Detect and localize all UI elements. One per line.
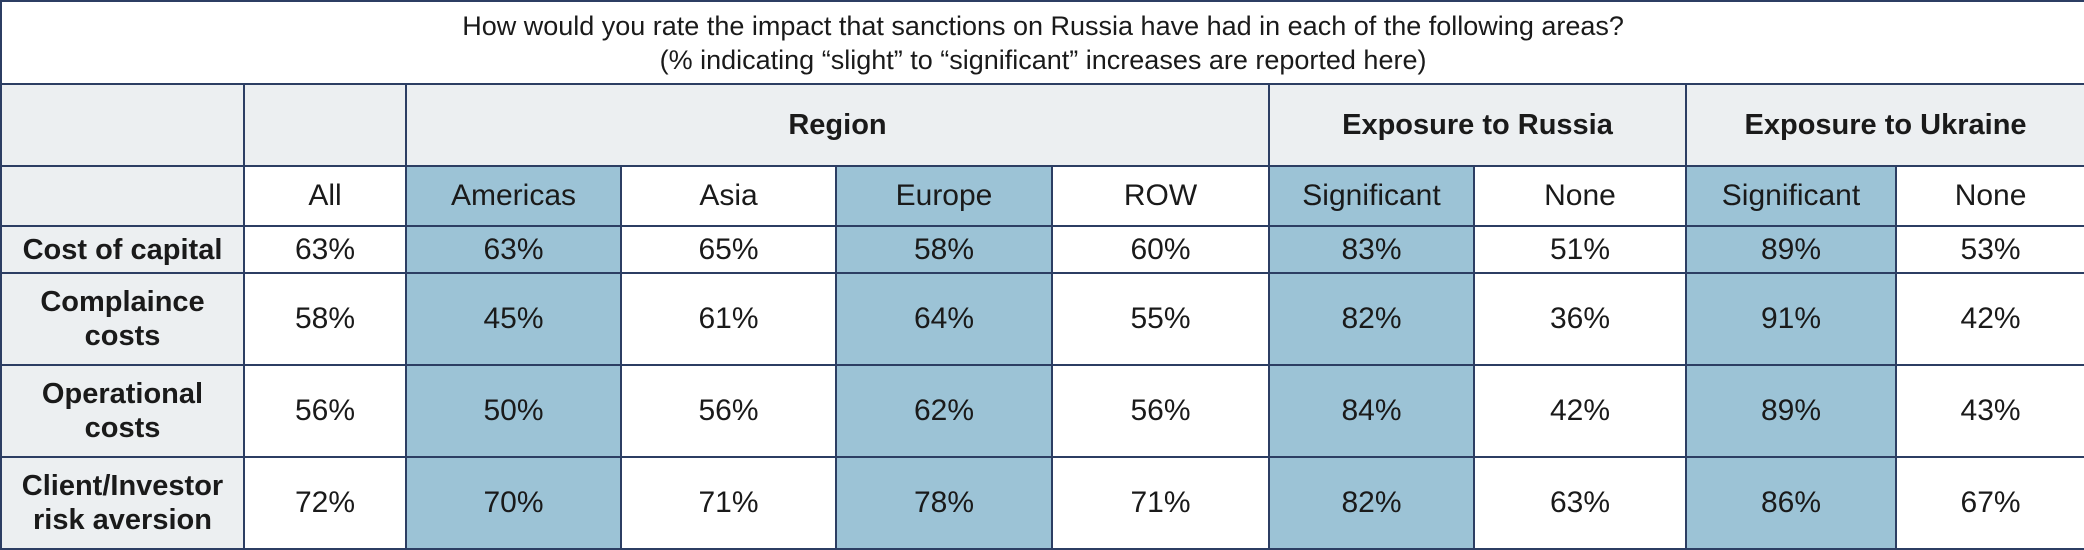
column-header-europe: Europe — [835, 165, 1053, 227]
row-label-line: risk aversion — [33, 504, 212, 536]
cell-value: 86% — [1685, 456, 1897, 550]
cell-value: 71% — [620, 456, 837, 550]
table-title: How would you rate the impact that sanct… — [0, 0, 2084, 85]
cell-value: 70% — [405, 456, 622, 550]
cell-value: 63% — [243, 225, 407, 274]
row-label-line: costs — [84, 320, 161, 352]
column-header-ukraine-none: None — [1894, 165, 2084, 227]
cell-value: 63% — [405, 225, 622, 274]
cell-value: 83% — [1268, 225, 1475, 274]
row-label-cost-of-capital: Cost of capital — [0, 225, 245, 274]
column-header-ukraine-significant: Significant — [1685, 165, 1897, 227]
cell-value: 63% — [1473, 456, 1687, 550]
row-label-line: Complaince — [40, 286, 205, 318]
column-header-row: ROW — [1051, 165, 1270, 227]
table-row: Complaince costs 58% 45% 61% 64% 55% 82%… — [0, 272, 2084, 366]
column-header-asia: Asia — [620, 165, 837, 227]
table-row: Client/Investor risk aversion 72% 70% 71… — [0, 456, 2084, 550]
cell-value: 58% — [243, 272, 407, 366]
column-header-all: All — [243, 165, 407, 227]
cell-value: 72% — [243, 456, 407, 550]
cell-value: 91% — [1685, 272, 1897, 366]
row-label-client-investor-risk-aversion: Client/Investor risk aversion — [0, 456, 245, 550]
title-line-2: (% indicating “slight” to “significant” … — [659, 44, 1427, 75]
cell-value: 50% — [405, 364, 622, 458]
cell-value: 65% — [620, 225, 837, 274]
cell-value: 43% — [1894, 364, 2084, 458]
cell-value: 51% — [1473, 225, 1687, 274]
cell-value: 56% — [620, 364, 837, 458]
row-label-line: Operational — [41, 378, 204, 410]
row-label-line: costs — [84, 412, 161, 444]
cell-value: 53% — [1894, 225, 2084, 274]
title-line-1: How would you rate the impact that sanct… — [462, 10, 1624, 41]
cell-value: 71% — [1051, 456, 1270, 550]
cell-value: 60% — [1051, 225, 1270, 274]
cell-value: 36% — [1473, 272, 1687, 366]
row-label-line: Cost of capital — [22, 233, 223, 266]
cell-value: 42% — [1894, 272, 2084, 366]
table-row: Cost of capital 63% 63% 65% 58% 60% 83% … — [0, 225, 2084, 274]
column-header-russia-none: None — [1473, 165, 1687, 227]
group-header-region: Region — [405, 83, 1270, 167]
cell-value: 45% — [405, 272, 622, 366]
cell-value: 82% — [1268, 272, 1475, 366]
cell-value: 89% — [1685, 225, 1897, 274]
row-label-operational-costs: Operational costs — [0, 364, 245, 458]
all-group-blank-cell — [243, 83, 407, 167]
corner-blank-cell — [0, 83, 245, 167]
group-header-exposure-russia: Exposure to Russia — [1268, 83, 1687, 167]
corner-blank-cell-2 — [0, 165, 245, 227]
cell-value: 58% — [835, 225, 1053, 274]
cell-value: 55% — [1051, 272, 1270, 366]
cell-value: 89% — [1685, 364, 1897, 458]
cell-value: 56% — [243, 364, 407, 458]
column-header-americas: Americas — [405, 165, 622, 227]
cell-value: 84% — [1268, 364, 1475, 458]
cell-value: 42% — [1473, 364, 1687, 458]
cell-value: 67% — [1894, 456, 2084, 550]
cell-value: 62% — [835, 364, 1053, 458]
cell-value: 61% — [620, 272, 837, 366]
cell-value: 82% — [1268, 456, 1475, 550]
table-row: Operational costs 56% 50% 56% 62% 56% 84… — [0, 364, 2084, 458]
column-header-russia-significant: Significant — [1268, 165, 1475, 227]
cell-value: 78% — [835, 456, 1053, 550]
cell-value: 56% — [1051, 364, 1270, 458]
group-header-exposure-ukraine: Exposure to Ukraine — [1684, 83, 2084, 167]
row-label-compliance-costs: Complaince costs — [0, 272, 245, 366]
row-label-line: Client/Investor — [21, 470, 224, 502]
cell-value: 64% — [835, 272, 1053, 366]
